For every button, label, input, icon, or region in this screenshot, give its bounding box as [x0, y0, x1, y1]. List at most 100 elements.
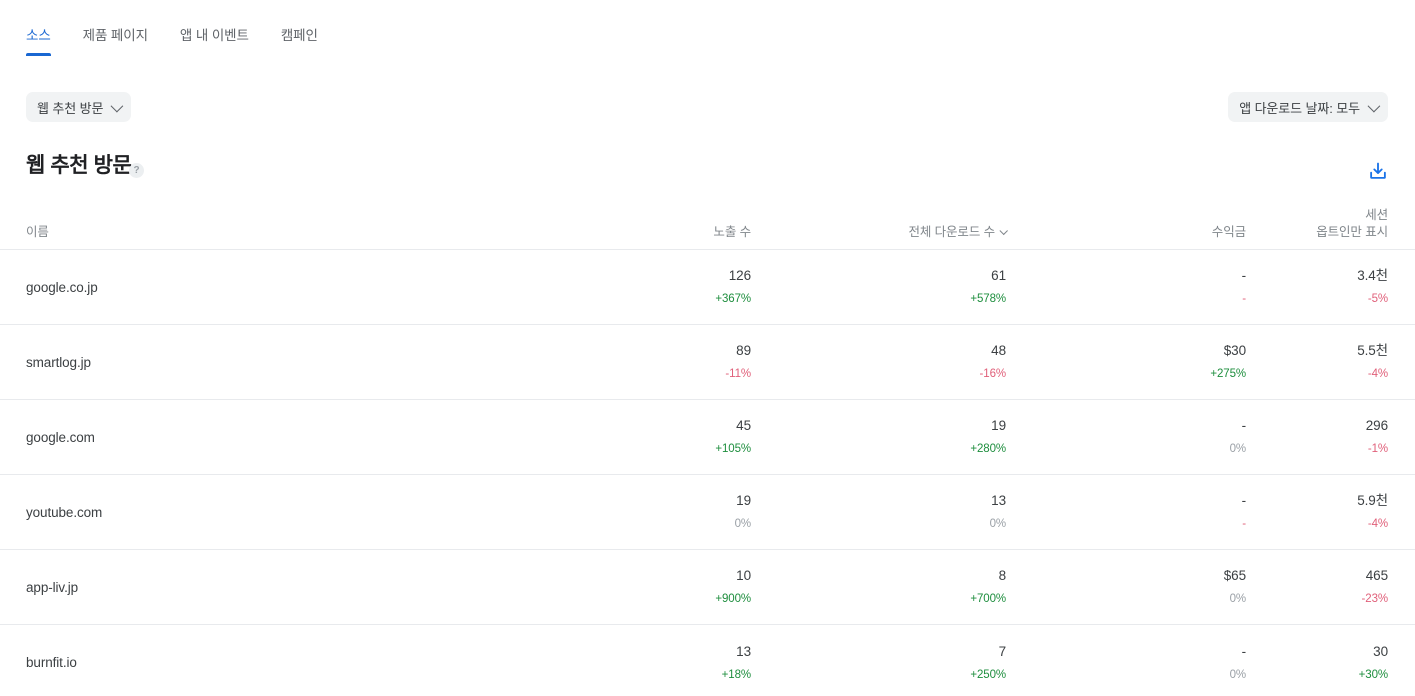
cell-revenue-value: $30: [1223, 343, 1246, 358]
cell-downloads-value: 8: [998, 568, 1007, 583]
download-icon: [1370, 162, 1386, 179]
cell-name: app-liv.jp: [26, 579, 79, 595]
cell-name: burnfit.io: [26, 655, 77, 670]
metric-selector-dropdown[interactable]: 웹 추천 방문: [26, 92, 132, 122]
chevron-down-icon: [110, 99, 124, 112]
cell-impressions-value: 13: [736, 643, 751, 659]
cell-downloads-delta: +280%: [970, 443, 1006, 455]
section-header: 웹 추천 방문 ?: [0, 152, 1415, 192]
tab-sources[interactable]: 소스: [26, 0, 51, 56]
cell-downloads-delta: +578%: [970, 293, 1006, 305]
cell-revenue: $30 +275%: [1006, 341, 1246, 383]
cell-impressions-value: 89: [736, 343, 751, 358]
chevron-down-icon: [1367, 99, 1381, 112]
cell-revenue: - 0%: [1006, 416, 1247, 458]
tab-sources-label: 소스: [26, 28, 51, 43]
cell-downloads: 19 +280%: [751, 416, 1006, 458]
cell-sessions-value: 30: [1373, 643, 1388, 659]
cell-revenue-delta: -: [1242, 518, 1246, 530]
table-row[interactable]: youtube.com 19 0% 13 0% - - 5.9천 -4%: [0, 475, 1415, 550]
cell-downloads-delta: -16%: [979, 368, 1007, 380]
table-row[interactable]: burnfit.io 13 +18% 7 +250% - 0% 30 +30%: [0, 625, 1415, 696]
cell-sessions-delta: -23%: [1361, 593, 1389, 605]
cell-impressions-delta: +105%: [715, 443, 751, 455]
tab-product-page-label: 제품 페이지: [82, 28, 148, 43]
cell-downloads-delta: +250%: [970, 668, 1006, 681]
cell-downloads: 48 -16%: [751, 341, 1007, 383]
cell-revenue: - 0%: [1006, 642, 1247, 684]
cell-impressions-delta: +18%: [721, 668, 751, 681]
cell-sessions-value: 296: [1365, 418, 1388, 433]
tab-in-app-events[interactable]: 앱 내 이벤트: [180, 0, 249, 56]
cell-impressions: 19 0%: [546, 491, 752, 533]
cell-revenue: $65 0%: [1006, 566, 1246, 608]
cell-impressions-delta: +367%: [715, 293, 751, 305]
cell-downloads-value: 61: [991, 268, 1006, 283]
app-download-date-dropdown[interactable]: 앱 다운로드 날짜: 모두: [1228, 92, 1388, 122]
cell-revenue-delta: 0%: [1229, 443, 1247, 455]
column-header-impressions[interactable]: 노출 수: [546, 224, 751, 249]
cell-sessions-delta: -4%: [1367, 368, 1388, 380]
cell-sessions: 30 +30%: [1246, 642, 1388, 684]
cell-sessions: 5.9천 -4%: [1246, 491, 1388, 533]
tab-campaign[interactable]: 캠페인: [281, 0, 318, 56]
cell-downloads-value: 7: [998, 643, 1007, 659]
cell-impressions: 89 -11%: [546, 341, 751, 383]
table-row[interactable]: app-liv.jp 10 +900% 8 +700% $65 0% 465 -…: [0, 550, 1415, 625]
cell-impressions-value: 126: [728, 268, 751, 283]
cell-revenue-delta: +275%: [1210, 368, 1246, 380]
cell-sessions-delta: -4%: [1367, 518, 1388, 530]
cell-sessions-value: 5.5천: [1357, 343, 1388, 358]
column-header-impressions-label: 노출 수: [713, 225, 751, 239]
cell-revenue-value: -: [1241, 493, 1247, 508]
cell-downloads-value: 13: [991, 493, 1006, 508]
cell-impressions-value: 45: [736, 418, 751, 433]
cell-impressions-value: 19: [736, 493, 751, 508]
cell-impressions: 13 +18%: [546, 642, 751, 684]
cell-downloads-delta: +700%: [970, 593, 1006, 605]
column-header-revenue[interactable]: 수익금: [1006, 224, 1246, 249]
cell-downloads: 7 +250%: [751, 642, 1006, 684]
app-download-date-label: 앱 다운로드 날짜: 모두: [1239, 100, 1360, 116]
cell-sessions: 465 -23%: [1246, 566, 1389, 608]
page-title: 웹 추천 방문: [26, 154, 132, 177]
tab-bar: 소스 제품 페이지 앱 내 이벤트 캠페인: [0, 0, 1415, 56]
cell-impressions-delta: 0%: [734, 518, 752, 530]
cell-sessions-delta: +30%: [1358, 668, 1388, 681]
cell-downloads: 8 +700%: [751, 566, 1006, 608]
table-row[interactable]: smartlog.jp 89 -11% 48 -16% $30 +275% 5.…: [0, 325, 1415, 400]
cell-impressions-value: 10: [736, 568, 751, 583]
cell-sessions: 3.4천 -5%: [1246, 266, 1388, 308]
tab-campaign-label: 캠페인: [280, 28, 318, 43]
cell-impressions-delta: -11%: [725, 368, 751, 380]
cell-downloads-value: 19: [991, 418, 1006, 433]
cell-revenue-delta: -: [1242, 293, 1246, 305]
cell-name: google.com: [26, 429, 95, 445]
cell-sessions: 5.5천 -4%: [1246, 341, 1388, 383]
column-header-revenue-label: 수익금: [1211, 225, 1246, 239]
tab-product-page[interactable]: 제품 페이지: [83, 0, 148, 56]
cell-impressions: 10 +900%: [546, 566, 751, 608]
cell-name: youtube.com: [26, 504, 103, 520]
download-button[interactable]: [1365, 158, 1391, 184]
table-row[interactable]: google.co.jp 126 +367% 61 +578% - - 3.4천…: [0, 250, 1415, 325]
cell-revenue-value: -: [1241, 418, 1247, 433]
column-header-name[interactable]: 이름: [26, 225, 49, 239]
cell-revenue-value: -: [1241, 268, 1247, 283]
tab-in-app-events-label: 앱 내 이벤트: [179, 28, 249, 43]
column-header-downloads-label: 전체 다운로드 수: [908, 225, 995, 239]
help-icon[interactable]: ?: [129, 163, 144, 178]
cell-revenue: - -: [1006, 491, 1247, 533]
column-header-downloads[interactable]: 전체 다운로드 수: [751, 224, 1008, 249]
cell-downloads: 61 +578%: [751, 266, 1006, 308]
column-header-sessions[interactable]: 세션 옵트인만 표시: [1316, 208, 1388, 239]
metric-selector-label: 웹 추천 방문: [37, 100, 104, 116]
table-row[interactable]: google.com 45 +105% 19 +280% - 0% 296 -1…: [0, 400, 1415, 475]
cell-impressions: 45 +105%: [546, 416, 751, 458]
cell-sessions-value: 465: [1365, 568, 1388, 583]
cell-revenue-delta: 0%: [1229, 668, 1247, 681]
cell-sessions-delta: -5%: [1367, 293, 1388, 305]
cell-sessions: 296 -1%: [1246, 416, 1388, 458]
cell-impressions: 126 +367%: [546, 266, 751, 308]
